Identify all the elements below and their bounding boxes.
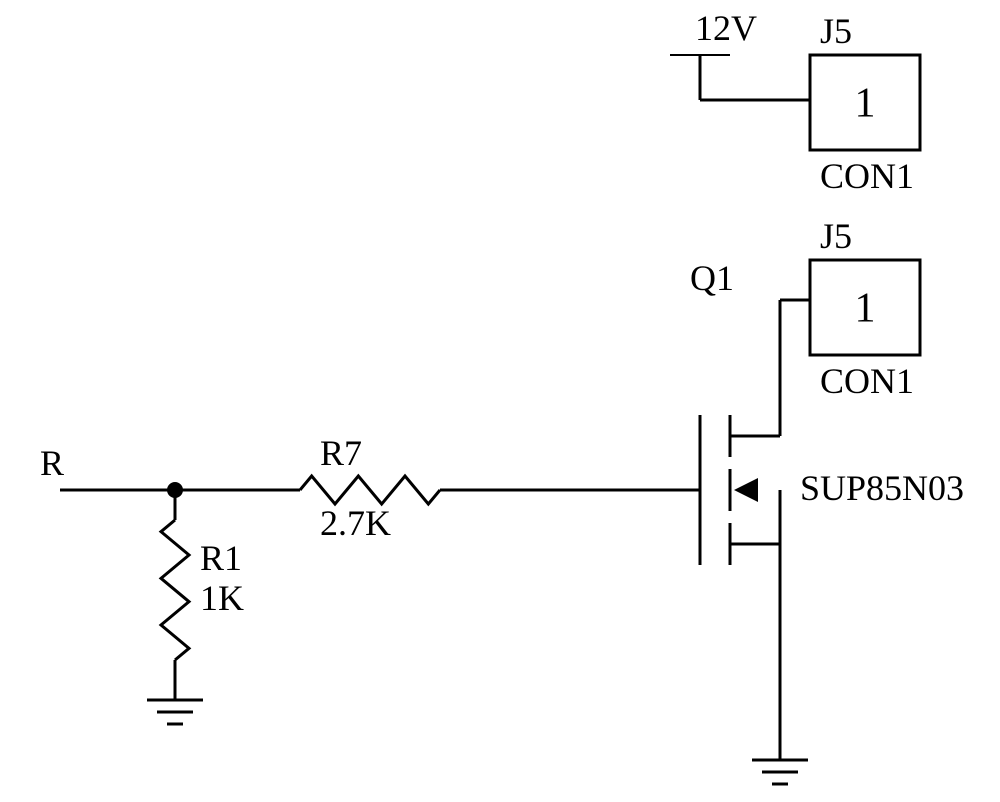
- conn-bot-type: CON1: [820, 361, 914, 401]
- conn-top-type: CON1: [820, 156, 914, 196]
- conn-bot-pin: 1: [855, 286, 876, 332]
- mosfet-arrow: [734, 478, 758, 502]
- label-pn: SUP85N03: [800, 468, 964, 508]
- conn-top-ref: J5: [820, 11, 852, 51]
- label-12v: 12V: [695, 8, 757, 48]
- conn-bot-ref: J5: [820, 216, 852, 256]
- label-q1: Q1: [690, 258, 734, 298]
- conn-top-pin: 1: [855, 81, 876, 127]
- label-r1-ref: R1: [200, 538, 242, 578]
- label-r7-ref: R7: [320, 433, 362, 473]
- label-r7-val: 2.7K: [320, 503, 391, 543]
- label-r1-val: 1K: [200, 578, 244, 618]
- label-input: R: [40, 443, 64, 483]
